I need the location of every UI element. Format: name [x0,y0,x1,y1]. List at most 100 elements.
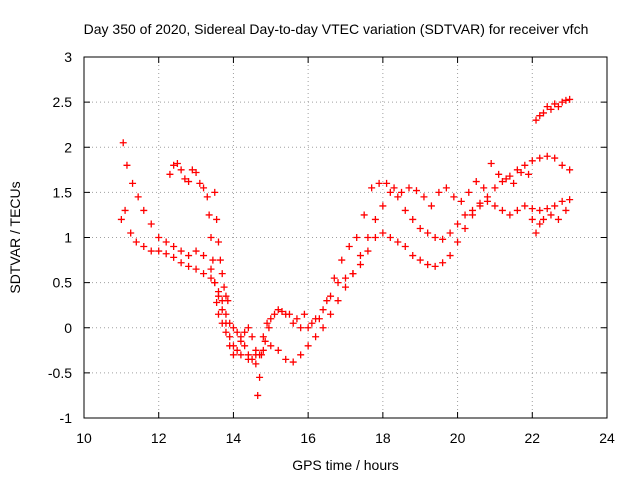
grid-layer [84,57,607,418]
data-point [416,224,424,232]
data-point [416,256,424,264]
data-point [222,292,230,300]
data-point [170,253,178,261]
data-point [237,351,245,359]
data-point [439,235,447,243]
data-point [132,238,140,246]
data-point [498,206,506,214]
data-point [394,238,402,246]
data-point [319,324,327,332]
data-point [257,351,265,359]
data-point [192,265,200,273]
data-point [185,262,193,270]
data-point [304,324,312,332]
data-point [342,274,349,282]
data-point [379,229,387,237]
x-axis-label: GPS time / hours [292,457,399,473]
data-point [297,324,305,332]
data-point [543,205,551,213]
x-tick-label: 14 [226,430,242,446]
data-point [454,220,462,228]
data-point [562,206,570,214]
data-point [300,310,308,318]
data-point [304,342,312,350]
data-point [539,215,547,223]
data-point [461,224,469,232]
x-tick-label: 12 [151,430,167,446]
data-point [192,247,200,255]
data-point [252,346,260,354]
data-point [353,234,361,241]
data-point [338,256,346,264]
data-point [218,270,226,278]
data-point [472,178,480,186]
data-point [147,220,155,228]
y-tick-label: 1.5 [53,184,73,200]
data-point [119,139,127,147]
y-tick-label: 0 [64,320,72,336]
data-point [536,220,544,228]
data-point [213,215,221,223]
data-point [551,154,559,162]
chart-title: Day 350 of 2020, Sidereal Day-to-day VTE… [84,21,589,37]
data-point [265,324,273,332]
data-point [521,161,529,169]
data-point [551,100,559,108]
data-point [528,215,536,223]
data-point [547,105,555,113]
data-point [312,333,320,341]
data-point [491,202,499,210]
data-point [237,337,245,345]
data-point [147,247,155,255]
data-point [386,188,394,196]
data-point [271,310,279,318]
data-point [517,169,525,177]
data-point [521,202,529,210]
data-point [566,166,574,174]
data-point [267,315,275,323]
data-point [431,262,439,270]
data-point [356,252,364,260]
data-point [439,259,447,267]
series-track-e [532,95,574,124]
data-point [129,179,137,187]
data-point [532,229,540,237]
data-point [566,196,574,204]
data-point [166,170,174,178]
data-point [528,157,536,165]
data-point [185,252,193,260]
data-point [263,319,271,327]
data-point [558,161,566,169]
data-point [308,319,316,327]
data-point [207,274,215,282]
data-point [200,184,208,192]
data-point [401,206,409,214]
data-point [334,297,342,305]
data-point [229,351,237,359]
data-point [368,184,376,192]
data-point [558,197,566,205]
data-point [420,193,428,201]
data-point [525,170,533,178]
data-point [155,234,163,241]
data-point [323,297,331,305]
data-point [498,178,506,186]
data-point [211,279,219,287]
y-tick-label: 1 [64,230,72,246]
series-track-c [166,159,570,399]
x-tick-label: 22 [524,430,540,446]
data-point [214,238,222,246]
data-point [185,178,193,186]
data-point [134,193,142,201]
data-point [360,211,368,219]
data-point [289,358,297,366]
data-point [196,179,204,187]
data-point [248,333,256,341]
data-point [431,234,439,241]
x-tick-label: 24 [599,430,615,446]
data-point [491,184,499,192]
data-point [543,152,551,160]
data-point [554,103,562,111]
data-point [155,247,163,255]
